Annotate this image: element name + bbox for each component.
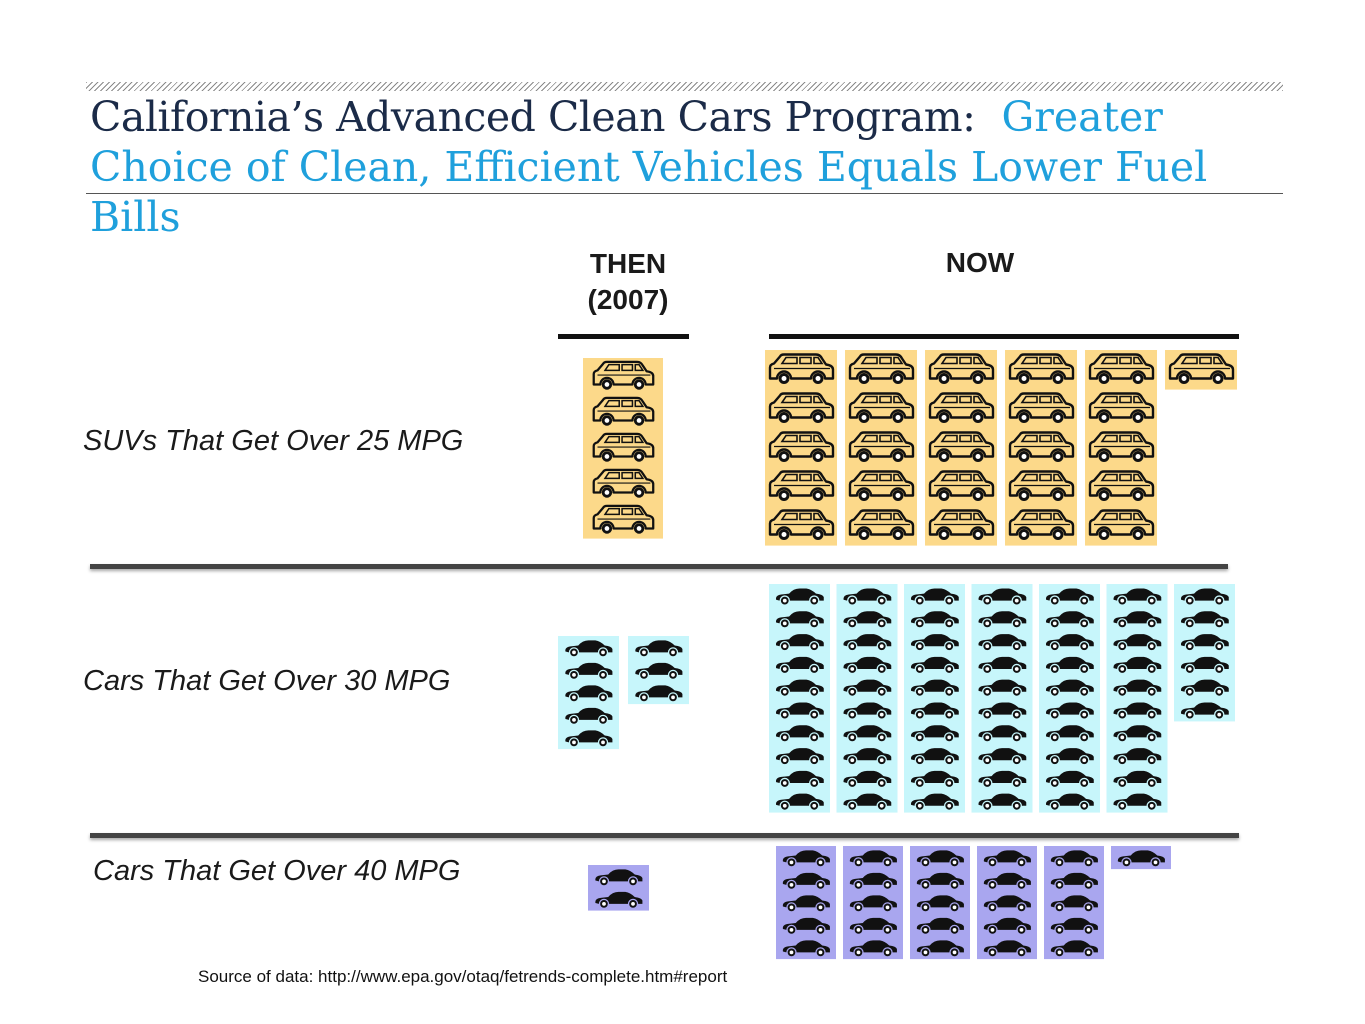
page-title: California’s Advanced Clean Cars Program…	[90, 92, 1290, 242]
source-note: Source of data: http://www.epa.gov/otaq/…	[198, 967, 727, 987]
suv-then-icon-bg-5	[583, 502, 663, 539]
column-header-then: THEN (2007)	[587, 248, 669, 315]
suv-now-icon-bg-25	[1085, 506, 1157, 546]
suv-now-icon-bg-1	[765, 350, 837, 390]
suv-now-icon-bg-13	[925, 428, 997, 468]
column-header-now: NOW	[945, 247, 1015, 278]
suv-then-icon-bg-4	[583, 466, 663, 503]
row-label-car-40mpg: Cars That Get Over 40 MPG	[93, 855, 461, 887]
suv-then-icon-bg-3	[583, 430, 663, 467]
suv-then-icon-bg-2	[583, 394, 663, 431]
car-40mpg-now-group	[776, 846, 1171, 960]
suv-now-icon-bg-12	[925, 389, 997, 429]
suv-now-icon-bg-8	[845, 428, 917, 468]
suv-now-icon-bg-4	[765, 467, 837, 507]
column-rule-now	[769, 334, 1239, 339]
suv-now-icon-bg-17	[1005, 389, 1077, 429]
suv-now-icon-bg-22	[1085, 389, 1157, 429]
suv-now-icon-bg-14	[925, 467, 997, 507]
row-label-car-30mpg: Cars That Get Over 30 MPG	[83, 665, 451, 697]
suv-now-icon-bg-11	[925, 350, 997, 390]
column-rule-then	[558, 334, 689, 339]
suv-25mpg-then-group	[583, 358, 663, 539]
source-label: Source of data:	[198, 967, 314, 986]
suv-25mpg-now-group	[765, 350, 1237, 546]
car-30mpg-now-group	[769, 584, 1235, 813]
suv-now-icon-bg-21	[1085, 350, 1157, 390]
suv-now-icon-bg-6	[845, 350, 917, 390]
row-label-suv-25mpg: SUVs That Get Over 25 MPG	[83, 425, 464, 457]
suv-now-icon-bg-10	[845, 506, 917, 546]
suv-now-icon-bg-24	[1085, 467, 1157, 507]
title-subtitle: Greater Choice of Clean, Efficient Vehic…	[90, 93, 1208, 241]
suv-now-icon-bg-3	[765, 428, 837, 468]
suv-now-icon-bg-16	[1005, 350, 1077, 390]
car-40mpg-then-group	[588, 865, 649, 911]
suv-now-icon-bg-5	[765, 506, 837, 546]
suv-now-icon-bg-2	[765, 389, 837, 429]
suv-now-icon-bg-20	[1005, 506, 1077, 546]
title-underline	[86, 193, 1283, 194]
suv-now-icon-bg-19	[1005, 467, 1077, 507]
title-hatch-divider	[86, 82, 1283, 91]
suv-now-icon-bg-26	[1165, 350, 1237, 390]
row-separator-1	[90, 564, 1228, 569]
source-url: http://www.epa.gov/otaq/fetrends-complet…	[318, 967, 728, 986]
row-separator-2	[90, 833, 1239, 838]
title-lead: California’s Advanced Clean Cars Program…	[90, 93, 976, 141]
suv-now-icon-bg-7	[845, 389, 917, 429]
suv-now-icon-bg-15	[925, 506, 997, 546]
car-30mpg-then-group	[558, 636, 689, 750]
suv-now-icon-bg-9	[845, 467, 917, 507]
suv-now-icon-bg-23	[1085, 428, 1157, 468]
suv-then-icon-bg-1	[583, 358, 663, 395]
suv-now-icon-bg-18	[1005, 428, 1077, 468]
